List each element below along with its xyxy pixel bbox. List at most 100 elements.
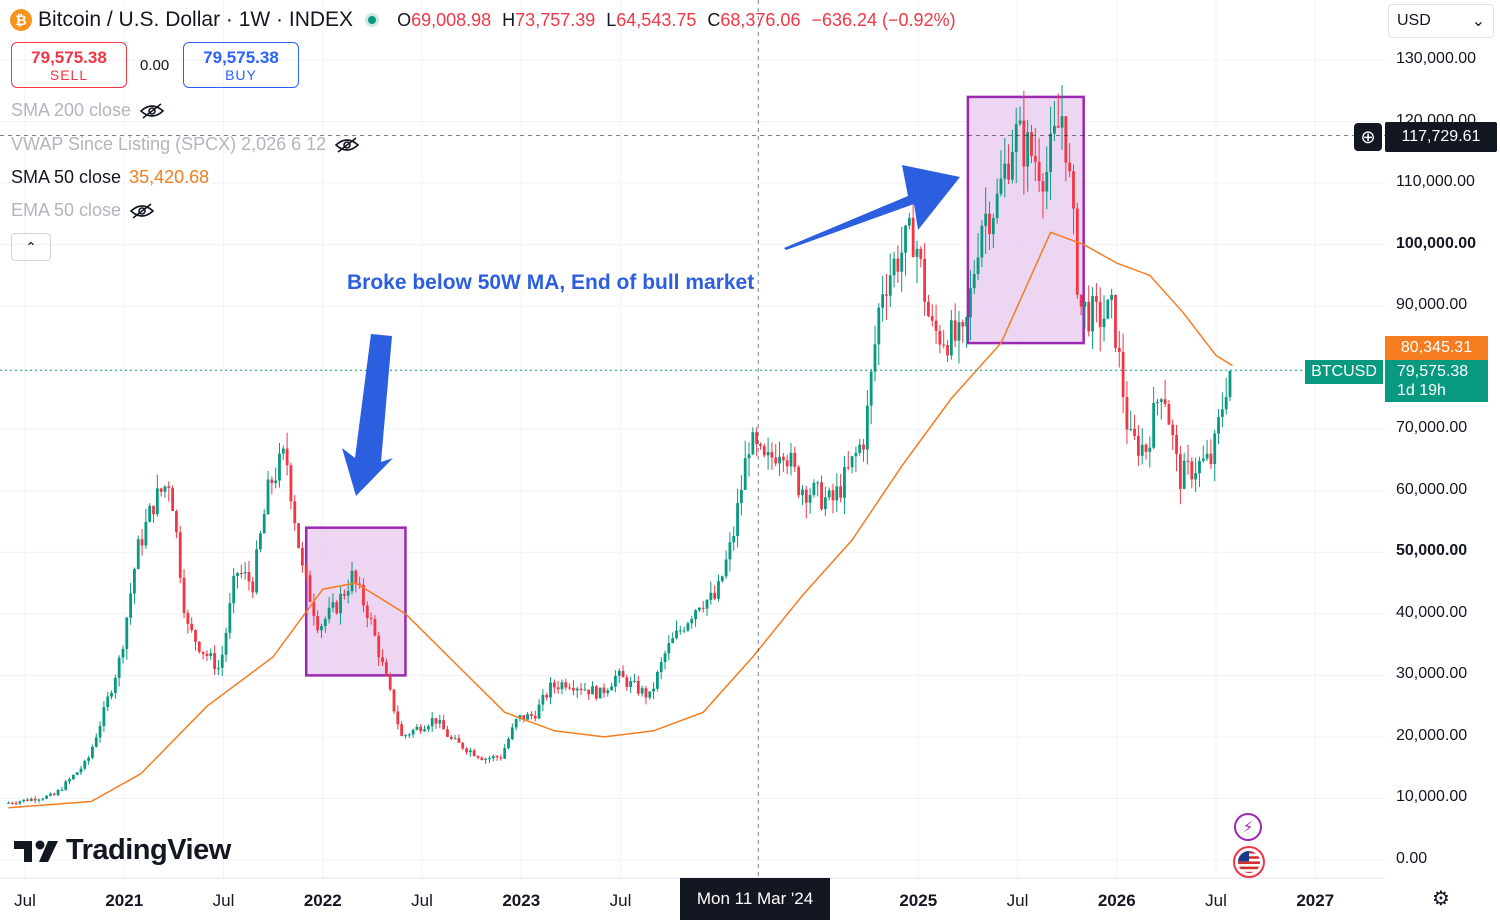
candle-body bbox=[201, 651, 205, 654]
candle-body bbox=[614, 675, 617, 687]
candle-body bbox=[969, 288, 972, 318]
candle-body bbox=[766, 452, 770, 456]
x-tick-label: Jul bbox=[1006, 891, 1029, 910]
us-flag-icon[interactable] bbox=[1233, 846, 1265, 878]
indicator-sma50[interactable]: SMA 50 close 35,420.68 bbox=[11, 167, 210, 187]
candle-body bbox=[220, 654, 224, 668]
y-tick-label: 50,000.00 bbox=[1396, 542, 1468, 560]
candle-body bbox=[1018, 120, 1022, 124]
candle-body bbox=[1190, 461, 1194, 480]
candle-body bbox=[7, 802, 10, 804]
candle-body bbox=[1186, 460, 1190, 462]
candle-body bbox=[129, 593, 133, 618]
candle-body bbox=[526, 714, 530, 720]
collapse-legend-button[interactable]: ⌃ bbox=[11, 233, 51, 261]
candle-body bbox=[1228, 370, 1232, 398]
eye-hidden-icon[interactable] bbox=[129, 202, 155, 220]
lightning-icon[interactable]: ⚡ bbox=[1234, 813, 1262, 841]
candle-body bbox=[56, 790, 60, 796]
candle-body bbox=[720, 576, 724, 582]
candle-body bbox=[52, 793, 56, 796]
candle-body bbox=[1060, 116, 1064, 128]
candle-body bbox=[442, 720, 446, 730]
candle-body bbox=[1037, 161, 1041, 182]
candle-body bbox=[194, 630, 197, 642]
candle-body bbox=[888, 275, 892, 296]
indicator-sma200[interactable]: SMA 200 close bbox=[11, 100, 165, 121]
symbol-header: ₿ Bitcoin / U.S. Dollar · 1W · INDEX O69… bbox=[10, 6, 962, 34]
candle-body bbox=[297, 523, 300, 548]
symbol-title[interactable]: Bitcoin / U.S. Dollar · 1W · INDEX bbox=[38, 8, 354, 31]
candle-body bbox=[694, 610, 697, 620]
eye-hidden-icon[interactable] bbox=[139, 102, 165, 120]
candle-body bbox=[18, 801, 22, 804]
candle-body bbox=[545, 694, 549, 698]
tradingview-logo[interactable]: TradingView bbox=[14, 834, 231, 867]
candle-body bbox=[1198, 460, 1201, 474]
high-value: 73,757.39 bbox=[515, 9, 596, 30]
candle-body bbox=[426, 726, 430, 730]
eye-hidden-icon[interactable] bbox=[334, 136, 360, 154]
candle-body bbox=[259, 533, 262, 550]
candle-body bbox=[339, 593, 342, 614]
add-alert-icon[interactable]: ⊕ bbox=[1354, 123, 1382, 151]
candle-body bbox=[1033, 155, 1037, 162]
candle-body bbox=[236, 573, 239, 576]
candle-body bbox=[946, 345, 949, 356]
candle-body bbox=[117, 657, 121, 678]
candle-body bbox=[83, 760, 87, 769]
candle-body bbox=[407, 734, 411, 736]
candle-body bbox=[961, 322, 965, 327]
candle-body bbox=[1148, 447, 1152, 452]
candle-body bbox=[266, 479, 270, 515]
candle-body bbox=[591, 686, 594, 695]
candle-body bbox=[1098, 301, 1102, 328]
settings-icon[interactable]: ⚙ bbox=[1432, 888, 1450, 910]
candle-body bbox=[850, 456, 854, 468]
candle-body bbox=[373, 618, 377, 636]
candle-body bbox=[354, 570, 358, 584]
candle-body bbox=[621, 670, 625, 678]
sma50-line bbox=[8, 231, 1233, 809]
candle-body bbox=[243, 572, 247, 574]
sell-button[interactable]: 79,575.38 SELL bbox=[11, 42, 127, 88]
candle-body bbox=[163, 486, 167, 492]
x-tick-label: Jul bbox=[411, 891, 433, 910]
candle-body bbox=[648, 691, 652, 698]
indicator-ema50[interactable]: EMA 50 close bbox=[11, 200, 155, 221]
candle-body bbox=[510, 727, 514, 740]
candle-body bbox=[10, 802, 14, 804]
indicator-vwap[interactable]: VWAP Since Listing (SPCX) 2,026 6 12 bbox=[11, 134, 360, 155]
candle-body bbox=[900, 252, 904, 272]
candle-body bbox=[816, 482, 820, 484]
candle-body bbox=[1114, 294, 1117, 348]
candle-body bbox=[178, 532, 182, 578]
last-price-label: 79,575.38 1d 19h bbox=[1385, 360, 1488, 402]
buy-button[interactable]: 79,575.38 BUY bbox=[183, 42, 299, 88]
candle-body bbox=[843, 467, 846, 498]
candle-body bbox=[281, 448, 285, 454]
candle-body bbox=[507, 739, 510, 749]
candle-body bbox=[862, 444, 865, 450]
candle-body bbox=[155, 488, 159, 515]
currency-select[interactable]: USD ⌄ bbox=[1388, 4, 1494, 38]
candle-body bbox=[858, 444, 862, 453]
candle-body bbox=[904, 225, 907, 253]
candle-body bbox=[335, 602, 339, 614]
candle-body bbox=[633, 680, 636, 682]
candle-body bbox=[289, 465, 293, 502]
candle-body bbox=[690, 619, 694, 624]
candle-body bbox=[457, 738, 461, 743]
candle-body bbox=[476, 756, 480, 758]
candle-body bbox=[342, 593, 346, 596]
candle-body bbox=[938, 330, 942, 345]
candle-body bbox=[976, 257, 980, 275]
candle-body bbox=[320, 626, 323, 631]
candle-body bbox=[988, 213, 991, 235]
candle-body bbox=[598, 687, 602, 699]
candle-body bbox=[472, 750, 476, 757]
candle-body bbox=[602, 687, 606, 694]
candle-body bbox=[1056, 125, 1060, 128]
candle-body bbox=[934, 320, 938, 331]
